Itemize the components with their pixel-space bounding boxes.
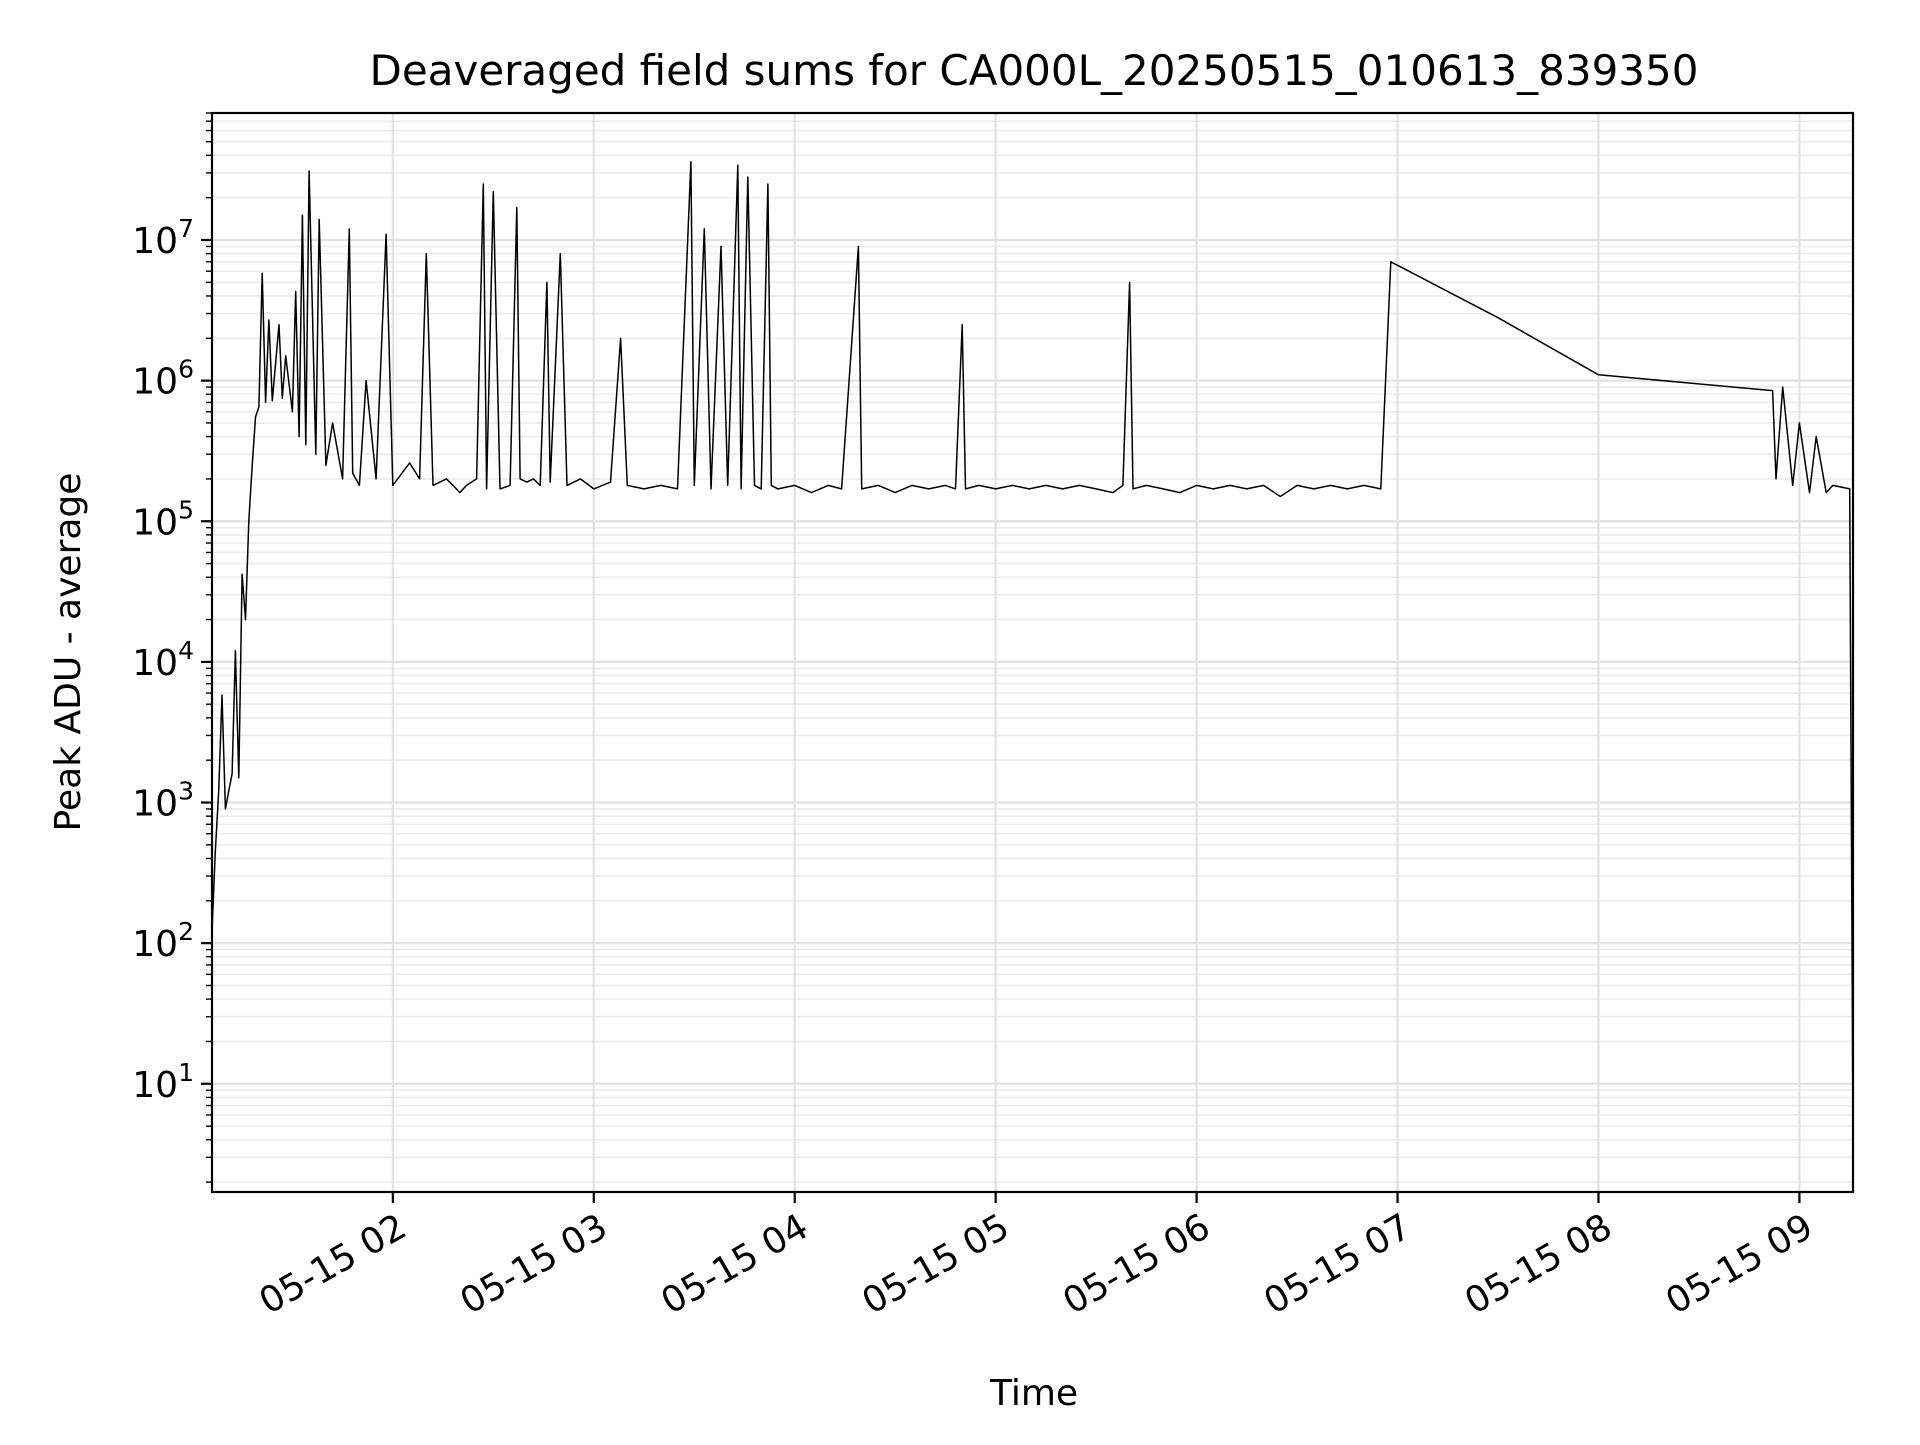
series-layer <box>211 161 1854 1140</box>
y-tick-label: 102 <box>132 917 194 965</box>
chart-title: Deaveraged field sums for CA000L_2025051… <box>370 46 1699 95</box>
y-axis-label: Peak ADU - average <box>48 473 89 832</box>
y-tick-label: 104 <box>132 636 194 684</box>
minor-gridlines <box>212 112 1853 1183</box>
y-tick-label: 103 <box>132 777 194 825</box>
y-tick-label: 107 <box>132 214 194 262</box>
y-tick-label: 106 <box>132 355 194 403</box>
plot-area-frame <box>210 111 1855 1194</box>
x-axis-label: Time <box>989 1373 1078 1414</box>
y-axis-ticks: 101 102 103 104 105 106 107 <box>132 112 212 1183</box>
series-line <box>211 161 1854 1140</box>
y-tick-label: 105 <box>132 495 194 543</box>
y-tick-label: 101 <box>132 1058 194 1106</box>
